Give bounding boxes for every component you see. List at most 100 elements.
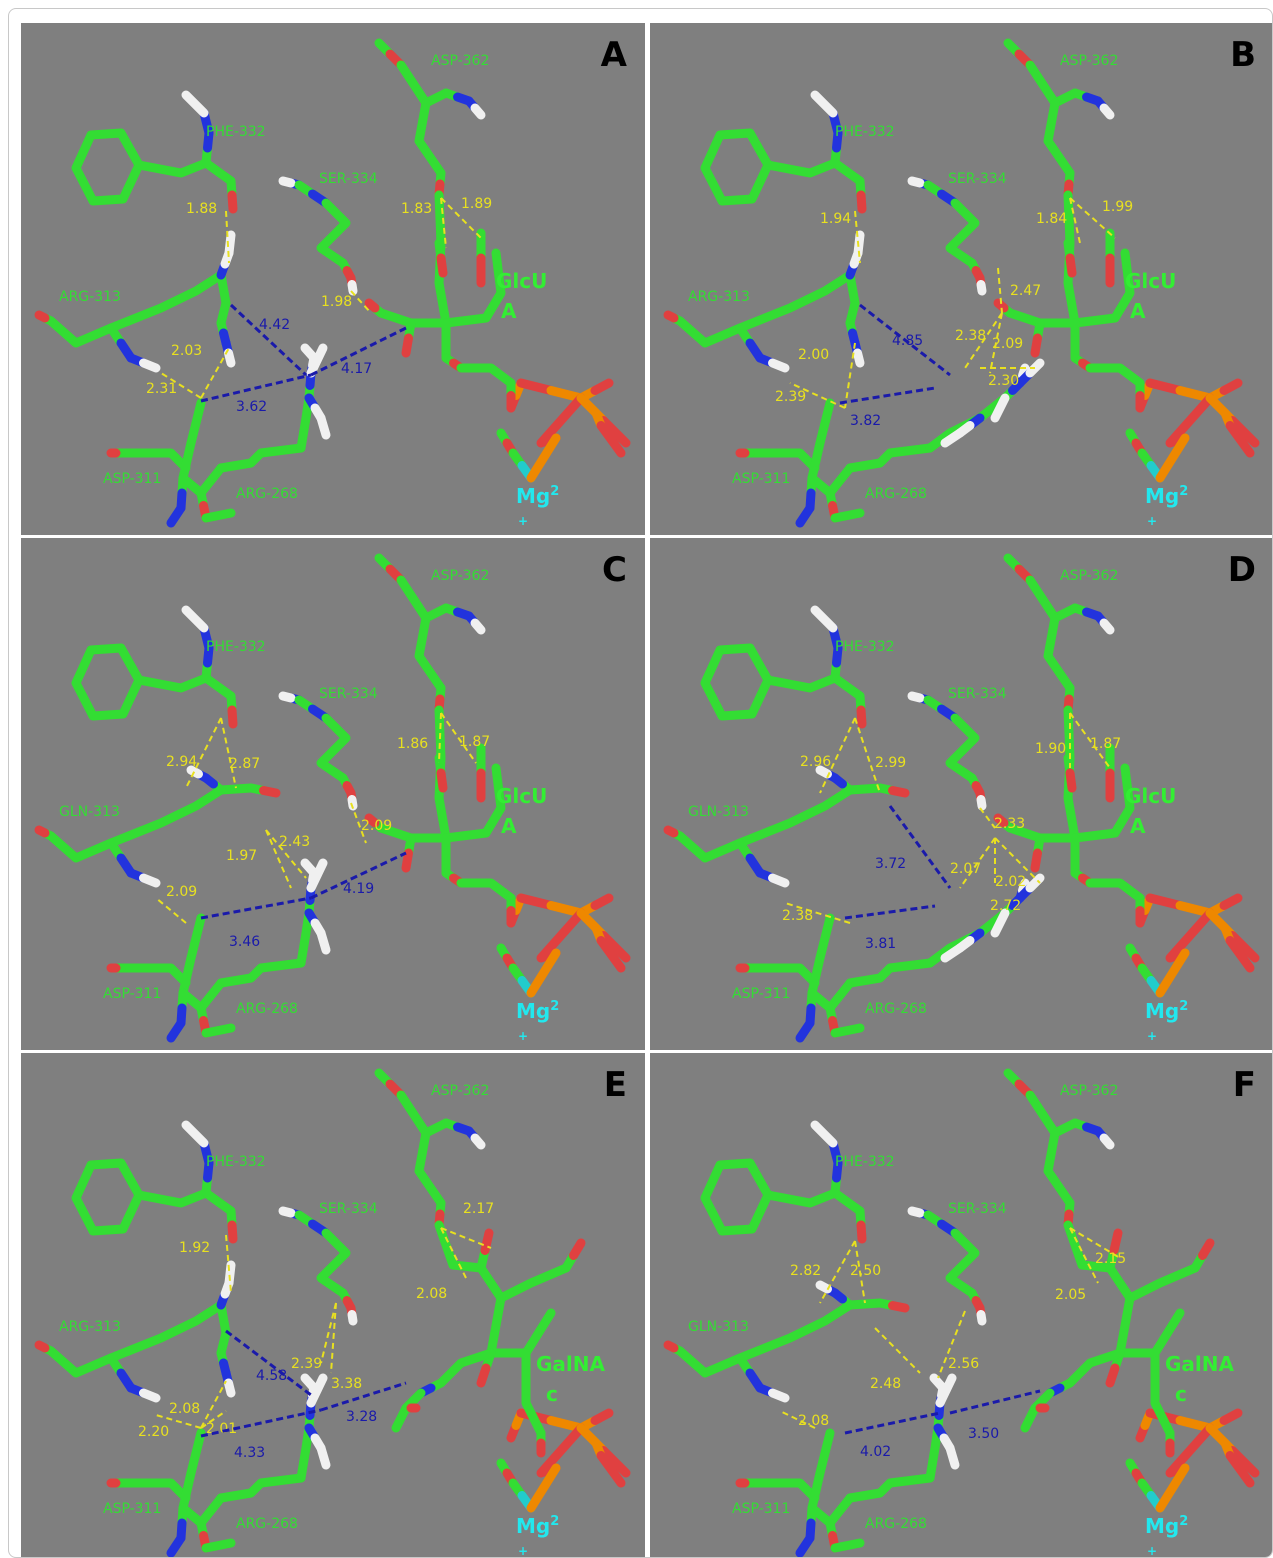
residue-labels: ASP-362 PHE-332 SER-334 ASP-311 ARG-268 GLN-3… bbox=[688, 1083, 1235, 1557]
stick-bond bbox=[845, 958, 935, 988]
stick-bond bbox=[830, 1188, 865, 1216]
stick-bond bbox=[470, 1133, 486, 1150]
stick-bond bbox=[116, 1478, 191, 1503]
residue-label-ser334: SER-334 bbox=[319, 686, 378, 702]
stick-bond bbox=[810, 90, 838, 118]
hbond-line bbox=[440, 712, 477, 764]
hbond-label: 2.09 bbox=[992, 336, 1023, 352]
stick-bond bbox=[139, 873, 161, 888]
stick-bond bbox=[347, 1310, 358, 1326]
stick-bond bbox=[815, 765, 832, 779]
residue-label-arg268: ARG-268 bbox=[236, 1001, 298, 1017]
stick-bond bbox=[1165, 908, 1215, 963]
stick-bond bbox=[1145, 378, 1185, 395]
stick-bond bbox=[134, 1188, 211, 1208]
stick-bond bbox=[546, 386, 586, 403]
stick-bond bbox=[216, 1473, 306, 1503]
residue-label-313: ARG-313 bbox=[59, 289, 121, 305]
stick-bond bbox=[569, 1238, 586, 1260]
stick-bond bbox=[436, 1348, 496, 1388]
residue-label-313: ARG-313 bbox=[688, 289, 750, 305]
stick-bond bbox=[434, 1220, 506, 1303]
hbond-line bbox=[265, 829, 292, 889]
figure-frame: 1.88 1.83 1.89 1.98 2.03 2.31 4.42 4.17 3.62 ASP-… bbox=[8, 8, 1273, 1558]
stick-bond bbox=[945, 713, 980, 783]
stick-bond bbox=[201, 1023, 236, 1038]
stick-bond bbox=[181, 90, 209, 118]
hbond-label: 1.87 bbox=[1090, 736, 1121, 752]
residue-label-arg268: ARG-268 bbox=[236, 486, 298, 502]
distance-label: 3.28 bbox=[346, 1409, 377, 1425]
mg-label: Mg2 bbox=[516, 1514, 559, 1538]
stick-bond bbox=[1225, 421, 1255, 458]
stick-bond bbox=[1085, 363, 1145, 388]
residue-label-phe332: PHE-332 bbox=[206, 124, 266, 140]
hbond-line bbox=[155, 1414, 202, 1429]
hbonds: 1.94 1.84 1.99 2.47 2.38 2.09 2.30 2.00 2.39 bbox=[775, 197, 1133, 409]
stick-bond bbox=[116, 963, 191, 988]
residue-label-asp362: ASP-362 bbox=[1060, 1083, 1118, 1099]
stick-bond bbox=[364, 813, 380, 828]
hbond-line bbox=[350, 802, 367, 844]
stick-bond bbox=[1025, 575, 1080, 623]
stick-bond bbox=[1109, 1228, 1123, 1255]
hbond-line bbox=[1069, 197, 1081, 244]
hbonds: 2.94 2.87 1.86 1.87 2.09 1.97 2.43 2.09 bbox=[155, 712, 490, 924]
distances: 4.58 3.28 4.33 bbox=[200, 1329, 407, 1461]
stick-bond bbox=[1225, 1451, 1255, 1488]
stick-bond bbox=[521, 1348, 546, 1438]
mg-plus: + bbox=[518, 514, 528, 528]
bonds bbox=[34, 1068, 631, 1557]
hbond-line bbox=[854, 1240, 866, 1304]
hbond-line bbox=[320, 1302, 337, 1364]
mg-charge: 2 bbox=[550, 1514, 559, 1529]
stick-bond bbox=[300, 343, 319, 363]
stick-bond bbox=[856, 190, 867, 214]
mg-symbol: Mg bbox=[1145, 484, 1179, 508]
stick-bond bbox=[296, 393, 314, 453]
panel-a: 1.88 1.83 1.89 1.98 2.03 2.31 4.42 4.17 3.62 ASP-… bbox=[21, 23, 645, 535]
hbond-label: 1.84 bbox=[1036, 211, 1067, 227]
hbond-line bbox=[937, 1310, 966, 1379]
stick-bond bbox=[216, 1300, 231, 1358]
residue-label-asp311: ASP-311 bbox=[732, 471, 790, 487]
distance-label: 3.82 bbox=[850, 413, 881, 429]
stick-bond bbox=[278, 1206, 296, 1218]
mg-charge: 2 bbox=[550, 999, 559, 1014]
stick-bond bbox=[768, 358, 790, 373]
stick-bond bbox=[259, 786, 281, 798]
stick-bond bbox=[1175, 1416, 1215, 1433]
stick-bond bbox=[480, 1228, 494, 1255]
stick-bond bbox=[227, 190, 238, 214]
hbond-label: 1.97 bbox=[226, 848, 257, 864]
stick-bond bbox=[1219, 893, 1243, 910]
stick-bond bbox=[940, 943, 965, 963]
stick-bond bbox=[993, 813, 1009, 828]
stick-bond bbox=[830, 1023, 865, 1038]
residue-label-phe332: PHE-332 bbox=[835, 639, 895, 655]
distance-line bbox=[310, 326, 407, 377]
hbond-line bbox=[438, 712, 442, 764]
mg-plus: + bbox=[1147, 514, 1157, 528]
stick-bond bbox=[810, 1120, 838, 1148]
stick-bond bbox=[316, 928, 331, 955]
stick-bond bbox=[993, 298, 1009, 313]
stick-bond bbox=[1155, 433, 1190, 483]
hbond-line bbox=[185, 717, 222, 789]
stick-bond bbox=[46, 785, 226, 863]
stick-bond bbox=[663, 825, 679, 838]
panel-b: 1.94 1.84 1.99 2.47 2.38 2.09 2.30 2.00 2.39 4.85… bbox=[650, 23, 1272, 535]
hbond-label: 2.38 bbox=[782, 908, 813, 924]
distance-label: 4.02 bbox=[860, 1444, 891, 1460]
sugar-label-line1: GlcU bbox=[1125, 269, 1176, 293]
mg-charge: 2 bbox=[1179, 1514, 1188, 1529]
mg-label: Mg2 bbox=[1145, 999, 1188, 1023]
stick-bond bbox=[134, 673, 211, 693]
residue-label-phe332: PHE-332 bbox=[206, 639, 266, 655]
hbond-label: 2.47 bbox=[1010, 283, 1041, 299]
hbond-label: 1.89 bbox=[461, 196, 492, 212]
stick-bond bbox=[347, 795, 358, 811]
hbond-line bbox=[964, 312, 1003, 369]
stick-bond bbox=[856, 1220, 867, 1244]
stick-bond bbox=[300, 858, 319, 878]
